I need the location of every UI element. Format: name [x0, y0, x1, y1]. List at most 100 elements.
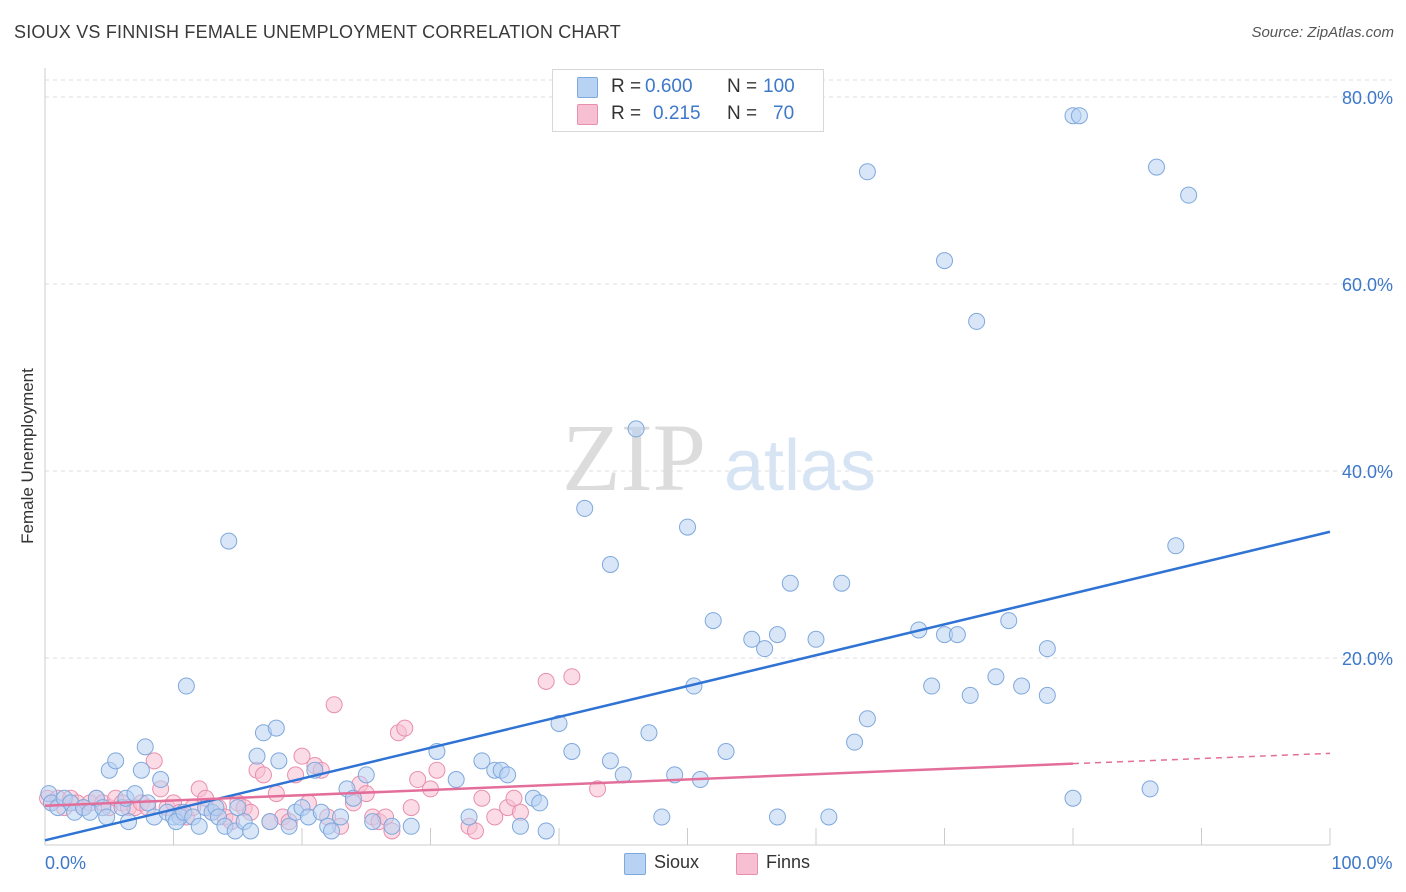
sioux-point	[858, 163, 876, 181]
sioux-point	[270, 752, 288, 770]
sioux-point	[717, 743, 735, 760]
finns-swatch	[577, 104, 598, 125]
finns-point	[409, 771, 427, 789]
sioux-point	[152, 771, 170, 789]
bottom-legend-finns-label: Finns	[766, 852, 811, 872]
sioux-point	[781, 574, 799, 592]
x-tick-label: 0.0%	[45, 853, 86, 873]
legend-n-value: 100	[763, 76, 795, 97]
sioux-point	[743, 630, 761, 648]
sioux-point	[563, 743, 581, 760]
sioux-point	[768, 626, 786, 644]
legend-r-value: 0.600	[645, 76, 693, 97]
sioux-point	[1000, 612, 1018, 630]
sioux-point	[383, 817, 401, 835]
finns-point	[325, 696, 343, 714]
sioux-point	[756, 640, 774, 658]
sioux-point	[177, 677, 195, 695]
sioux-point	[473, 752, 491, 770]
y-axis-title: Female Unemployment	[18, 368, 37, 544]
legend-r-label: R =	[611, 76, 642, 97]
x-tick-label: 100.0%	[1331, 853, 1392, 873]
sioux-point	[248, 747, 266, 765]
grid-lines	[45, 79, 1392, 659]
finns-point	[563, 668, 581, 686]
sioux-point	[447, 771, 465, 789]
sioux-points	[40, 107, 1198, 840]
sioux-point	[136, 738, 154, 756]
sioux-point	[107, 752, 125, 770]
sioux-point	[220, 532, 238, 550]
finns-trend-line	[44, 762, 1074, 807]
sioux-point	[1148, 158, 1166, 176]
finns-point	[486, 808, 504, 826]
sioux-point	[768, 808, 786, 826]
sioux-point	[402, 817, 420, 835]
sioux-point	[807, 630, 825, 648]
sioux-point	[833, 574, 851, 592]
finns-point	[293, 747, 311, 765]
watermark-zip: ZIP	[562, 404, 706, 511]
finns-point	[428, 761, 446, 779]
y-tick-label: 60.0%	[1342, 275, 1393, 295]
sioux-swatch	[577, 77, 598, 98]
sioux-point	[576, 499, 594, 517]
sioux-point	[537, 822, 555, 840]
finns-point	[267, 785, 285, 803]
sioux-point	[323, 822, 341, 840]
sioux-point	[936, 252, 953, 270]
sioux-point	[1064, 789, 1082, 807]
y-tick-label: 20.0%	[1342, 649, 1393, 669]
finns-point	[396, 719, 414, 737]
sioux-point	[364, 813, 382, 831]
sioux-point	[1013, 677, 1031, 695]
sioux-point	[332, 808, 350, 826]
finns-point	[505, 789, 523, 807]
source-label: Source: ZipAtlas.com	[1251, 24, 1394, 41]
y-tick-label: 40.0%	[1342, 462, 1393, 482]
sioux-point	[846, 733, 864, 751]
sioux-point	[614, 766, 632, 784]
sioux-point	[98, 808, 116, 826]
sioux-point	[1180, 186, 1198, 204]
sioux-point	[357, 766, 375, 784]
sioux-point	[132, 761, 150, 779]
sioux-point	[987, 668, 1005, 686]
sioux-point	[601, 556, 619, 573]
y-tick-label: 80.0%	[1342, 88, 1393, 108]
sioux-trend-line	[44, 530, 1331, 842]
sioux-point	[820, 808, 838, 826]
chart-title: SIOUX VS FINNISH FEMALE UNEMPLOYMENT COR…	[14, 22, 621, 42]
finns-point	[473, 789, 491, 807]
bottom-legend-sioux-label: Sioux	[654, 852, 700, 872]
finns-trend-extension	[1072, 752, 1331, 765]
sioux-point	[923, 677, 941, 695]
sioux-point	[968, 312, 986, 330]
sioux-point	[601, 752, 619, 770]
sioux-point	[280, 817, 298, 835]
sioux-point	[511, 817, 529, 835]
legend-r-label: R =	[611, 103, 642, 124]
sioux-point	[679, 518, 696, 536]
sioux-point	[858, 710, 876, 728]
finns-point	[537, 672, 555, 690]
sioux-point	[1070, 107, 1088, 125]
sioux-point	[961, 686, 979, 704]
finns-point	[466, 822, 484, 840]
sioux-point	[1038, 640, 1056, 658]
finns-point	[254, 766, 272, 784]
legend-n-label: N =	[727, 103, 758, 124]
sioux-point	[460, 808, 478, 826]
watermark: ZIP atlas	[562, 404, 876, 511]
sioux-point	[229, 799, 247, 817]
tick-labels: 20.0% 40.0% 60.0% 80.0% 0.0% 100.0%	[45, 88, 1393, 873]
sioux-point	[190, 817, 208, 835]
sioux-point	[1038, 686, 1056, 704]
axes	[44, 68, 1331, 846]
legend-n-value: 70	[773, 103, 795, 124]
sioux-point	[948, 626, 966, 644]
finns-point	[145, 752, 163, 770]
sioux-swatch	[624, 853, 646, 875]
sioux-point	[267, 719, 285, 737]
